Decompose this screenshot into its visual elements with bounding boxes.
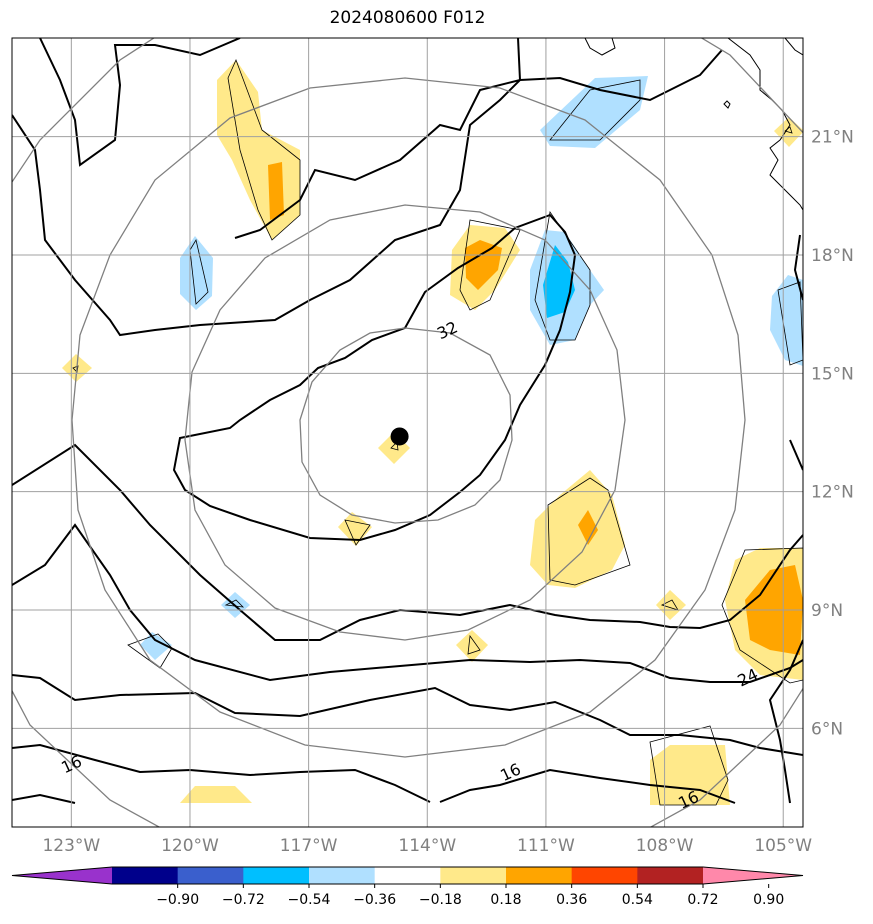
coastline (584, 38, 803, 211)
lat-tick-label: 15°N (811, 364, 854, 384)
colorbar-segment (243, 867, 310, 884)
colorbar-segment (177, 867, 244, 884)
lon-tick-label: 114°W (398, 836, 456, 856)
colorbar-segment (571, 867, 638, 884)
lon-tick-label: 105°W (754, 836, 812, 856)
gridlines (12, 38, 803, 827)
lon-tick-label: 111°W (517, 836, 575, 856)
storm-center-marker (390, 427, 409, 446)
colorbar-tick-label: −0.18 (419, 892, 462, 908)
colorbar-segment (374, 867, 441, 884)
thick-contours (12, 38, 803, 804)
lat-tick-label: 18°N (811, 246, 854, 266)
lon-tick-label: 123°W (42, 836, 100, 856)
colorbar: −0.90 −0.72 −0.54 −0.36 −0.18 0.18 0.36 0.54 0.7… (11, 866, 804, 908)
colorbar-segment (637, 867, 704, 884)
colorbar-tick-label: −0.72 (222, 892, 265, 908)
colorbar-outline (11, 866, 804, 885)
lat-tick-label: 9°N (811, 601, 843, 621)
lat-tick-label: 6°N (811, 719, 843, 739)
lon-tick-label: 117°W (280, 836, 338, 856)
colorbar-extend-low (12, 867, 112, 884)
colorbar-segment (506, 867, 573, 884)
lon-tick-label: 120°W (161, 836, 219, 856)
colorbar-tick-label: −0.54 (288, 892, 331, 908)
colorbar-extend-high (703, 867, 803, 884)
map-frame (11, 37, 804, 828)
colorbar-tick-label: 0.90 (753, 892, 784, 908)
lon-tick-label: 108°W (636, 836, 694, 856)
colorbar-segment (112, 867, 179, 884)
lat-tick-label: 12°N (811, 483, 854, 503)
colorbar-tick-label: 0.18 (490, 892, 521, 908)
colorbar-tick-label: −0.90 (156, 892, 199, 908)
colorbar-tick-label: 0.36 (556, 892, 587, 908)
colorbar-tick-label: 0.54 (622, 892, 653, 908)
map-title: 2024080600 F012 (329, 8, 486, 28)
lat-tick-label: 21°N (811, 128, 854, 148)
latitude-labels: 21°N 18°N 15°N 12°N 9°N 6°N (811, 128, 854, 740)
colorbar-tick-label: 0.72 (687, 892, 718, 908)
colorbar-segment (309, 867, 376, 884)
colorbar-tick-label: −0.36 (353, 892, 396, 908)
colorbar-segment (440, 867, 507, 884)
longitude-labels: 123°W 120°W 117°W 114°W 111°W 108°W 105°W (42, 836, 812, 856)
